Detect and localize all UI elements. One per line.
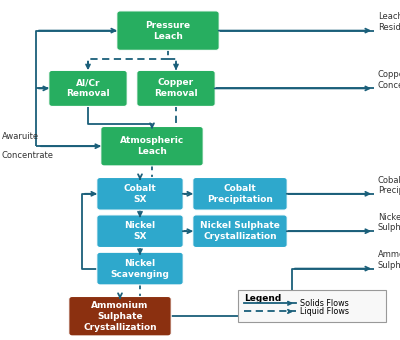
Text: Solids Flows: Solids Flows	[300, 299, 349, 308]
Text: Ammonium
Sulphate
Crystallization: Ammonium Sulphate Crystallization	[83, 301, 157, 332]
Text: Nickel Sulphate
Crystallization: Nickel Sulphate Crystallization	[200, 221, 280, 241]
Text: Liquid Flows: Liquid Flows	[300, 307, 349, 316]
FancyBboxPatch shape	[193, 177, 287, 210]
Text: Copper
Concentrate: Copper Concentrate	[378, 70, 400, 90]
FancyBboxPatch shape	[49, 70, 127, 106]
Text: Cobalt
SX: Cobalt SX	[124, 184, 156, 204]
Text: Atmospheric
Leach: Atmospheric Leach	[120, 136, 184, 156]
Text: Concentrate: Concentrate	[2, 151, 54, 160]
Text: Copper
Removal: Copper Removal	[154, 78, 198, 99]
Text: Pressure
Leach: Pressure Leach	[146, 20, 190, 41]
Text: Cobalt
Precipitate: Cobalt Precipitate	[378, 175, 400, 195]
FancyBboxPatch shape	[97, 215, 183, 248]
Text: Leach
Residue: Leach Residue	[378, 12, 400, 32]
FancyBboxPatch shape	[137, 70, 215, 106]
Text: Nickel
Sulphate: Nickel Sulphate	[378, 213, 400, 233]
FancyBboxPatch shape	[193, 215, 287, 248]
Text: Cobalt
Precipitation: Cobalt Precipitation	[207, 184, 273, 204]
Text: Ammonium
Sulphate: Ammonium Sulphate	[378, 250, 400, 270]
Text: Nickel
SX: Nickel SX	[124, 221, 156, 241]
Text: Al/Cr
Removal: Al/Cr Removal	[66, 78, 110, 99]
FancyBboxPatch shape	[69, 296, 171, 336]
FancyBboxPatch shape	[101, 126, 203, 166]
Text: Awaruite: Awaruite	[2, 132, 39, 141]
FancyBboxPatch shape	[97, 252, 183, 285]
Text: Legend: Legend	[244, 294, 281, 303]
FancyBboxPatch shape	[238, 290, 386, 322]
FancyBboxPatch shape	[97, 177, 183, 210]
Text: Nickel
Scavenging: Nickel Scavenging	[110, 258, 170, 279]
FancyBboxPatch shape	[117, 11, 219, 50]
